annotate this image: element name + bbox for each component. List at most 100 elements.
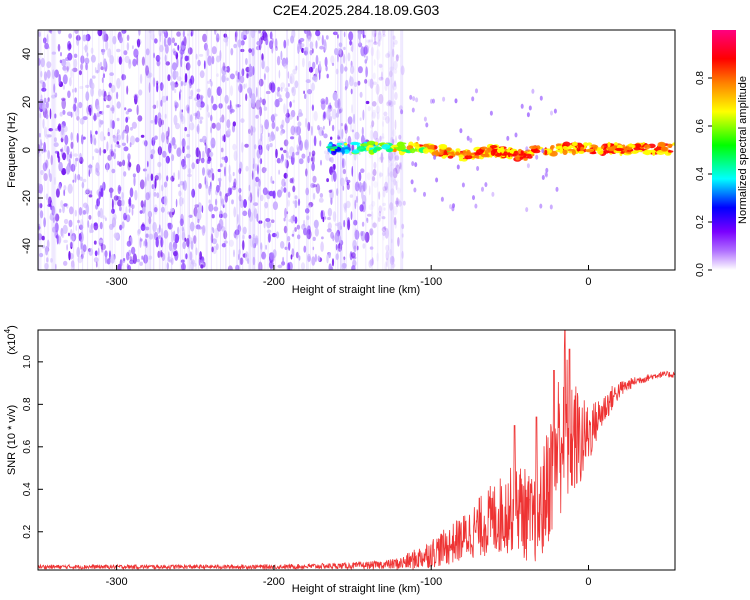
noise-blob — [179, 218, 184, 227]
noise-blob — [372, 130, 379, 140]
noise-blob — [395, 180, 398, 191]
noise-blob — [127, 108, 133, 113]
noise-stripe — [210, 30, 212, 270]
noise-blob — [270, 219, 275, 223]
noise-blob — [68, 206, 74, 215]
noise-blob — [51, 94, 56, 99]
noise-blob — [361, 188, 364, 200]
noise-blob — [303, 227, 308, 236]
noise-blob — [137, 228, 141, 235]
noise-blob — [130, 135, 135, 146]
noise-blob — [301, 47, 305, 54]
noise-blob — [526, 112, 530, 118]
noise-blob — [211, 172, 215, 181]
noise-blob — [281, 261, 286, 266]
noise-blob — [290, 125, 296, 136]
noise-blob — [97, 247, 100, 256]
noise-blob — [394, 92, 398, 100]
noise-blob — [251, 47, 255, 57]
noise-blob — [325, 96, 329, 105]
noise-stripe — [138, 30, 140, 270]
noise-blob — [161, 251, 164, 257]
noise-blob — [221, 74, 226, 83]
noise-blob — [223, 33, 228, 38]
noise-blob — [342, 157, 344, 169]
noise-blob — [262, 187, 268, 196]
noise-blob — [253, 208, 258, 219]
noise-blob — [160, 237, 164, 248]
noise-blob — [369, 78, 374, 89]
noise-blob — [155, 236, 159, 248]
noise-blob — [42, 162, 48, 172]
y-tick-label: 0.4 — [22, 482, 33, 496]
noise-blob — [385, 53, 390, 59]
noise-blob — [258, 220, 263, 224]
noise-blob — [415, 97, 419, 103]
noise-stripe — [274, 30, 276, 270]
noise-blob — [174, 233, 180, 244]
noise-blob — [358, 171, 362, 182]
noise-stripe — [150, 30, 152, 270]
noise-blob — [252, 126, 256, 133]
noise-blob — [63, 203, 68, 207]
noise-blob — [55, 263, 57, 270]
noise-blob — [229, 73, 235, 80]
noise-blob — [84, 57, 90, 65]
noise-blob — [326, 109, 331, 120]
noise-blob — [148, 233, 154, 240]
noise-blob — [228, 173, 232, 183]
noise-stripe — [216, 30, 218, 270]
noise-blob — [63, 218, 69, 225]
noise-blob — [45, 101, 49, 109]
noise-blob — [73, 58, 78, 68]
noise-blob — [184, 73, 188, 83]
noise-blob — [41, 87, 47, 92]
noise-blob — [247, 87, 252, 94]
noise-blob — [79, 152, 82, 162]
noise-blob — [359, 117, 362, 121]
noise-blob — [550, 110, 553, 116]
noise-blob — [196, 100, 202, 108]
noise-blob — [45, 113, 49, 120]
noise-blob — [51, 69, 56, 80]
noise-stripe — [239, 30, 241, 270]
noise-blob — [390, 188, 395, 196]
noise-blob — [54, 176, 56, 186]
noise-blob — [95, 130, 98, 135]
signal-blob — [583, 142, 589, 147]
noise-blob — [158, 117, 163, 128]
noise-blob — [318, 197, 324, 203]
noise-blob — [75, 225, 78, 232]
noise-blob — [336, 248, 341, 252]
noise-blob — [90, 47, 94, 54]
noise-blob — [392, 35, 396, 40]
noise-blob — [141, 56, 145, 66]
noise-blob — [38, 183, 44, 194]
noise-blob — [171, 137, 176, 146]
noise-blob — [330, 231, 334, 239]
noise-blob — [459, 128, 463, 134]
noise-blob — [313, 111, 318, 122]
noise-blob — [342, 53, 346, 64]
noise-blob — [283, 63, 288, 69]
noise-blob — [185, 253, 188, 260]
noise-blob — [342, 168, 347, 175]
noise-stripe — [161, 30, 163, 270]
noise-blob — [99, 131, 105, 142]
noise-blob — [199, 53, 204, 57]
noise-blob — [370, 124, 374, 129]
noise-blob — [394, 220, 398, 229]
noise-blob — [211, 214, 215, 219]
noise-blob — [372, 30, 377, 38]
noise-blob — [72, 179, 75, 183]
noise-blob — [97, 210, 101, 218]
noise-blob — [171, 81, 175, 91]
x-tick-label: -200 — [263, 276, 285, 288]
noise-blob — [198, 150, 201, 161]
noise-blob — [211, 55, 215, 65]
noise-blob — [232, 143, 237, 151]
colorbar-label: Normalized spectral amplitude — [737, 76, 749, 224]
noise-blob — [306, 89, 313, 95]
noise-blob — [185, 153, 191, 159]
